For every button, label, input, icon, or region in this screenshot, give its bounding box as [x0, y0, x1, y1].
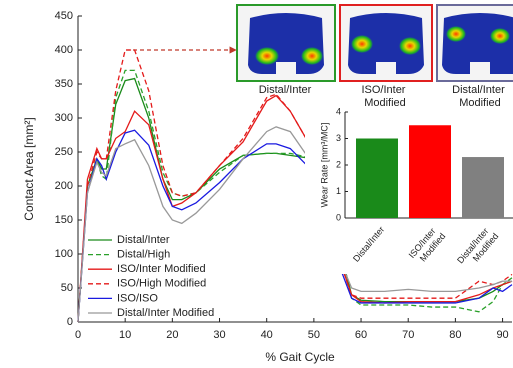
x-axis-label: % Gait Cycle [265, 350, 335, 364]
bar [462, 157, 504, 218]
x-tick-label: 10 [119, 329, 131, 341]
y-tick-label: 300 [55, 112, 73, 124]
y-axis-label: Wear Rate [mm³/MC] [319, 123, 329, 208]
image-label: Distal/Inter [259, 84, 312, 96]
y-tick-label: 150 [55, 214, 73, 226]
bar [409, 125, 451, 218]
x-tick-label: 30 [213, 329, 225, 341]
image-label: ISO/Inter Modified [361, 84, 408, 109]
legend-label: Distal/Inter Modified [117, 307, 214, 319]
y-tick-label: 3 [336, 133, 341, 143]
legend-label: Distal/Inter [117, 234, 170, 246]
legend-label: ISO/Inter Modified [117, 263, 206, 275]
x-tick-label: 0 [75, 329, 81, 341]
y-tick-label: 450 [55, 10, 73, 22]
y-tick-label: 50 [61, 282, 73, 294]
y-tick-label: 250 [55, 146, 73, 158]
x-tick-label: 70 [402, 329, 414, 341]
y-tick-label: 400 [55, 44, 73, 56]
legend-label: ISO/High Modified [117, 278, 206, 290]
x-tick-label: 80 [449, 329, 461, 341]
x-tick-label: 40 [261, 329, 273, 341]
x-tick-label: 20 [166, 329, 178, 341]
legend-label: ISO/ISO [117, 292, 158, 304]
bar [356, 139, 398, 219]
y-tick-label: 0 [67, 316, 73, 328]
x-tick-label: 50 [308, 329, 320, 341]
figure: 0501001502002503003504004500102030405060… [0, 0, 513, 368]
y-tick-label: 2 [336, 159, 341, 169]
y-tick-label: 200 [55, 180, 73, 192]
y-tick-label: 350 [55, 78, 73, 90]
insert-images [237, 5, 513, 81]
y-tick-label: 100 [55, 248, 73, 260]
y-axis-label: Contact Area [mm²] [22, 117, 36, 220]
y-tick-label: 4 [336, 106, 341, 116]
x-tick-label: 60 [355, 329, 367, 341]
y-tick-label: 1 [336, 186, 341, 196]
y-tick-label: 0 [336, 212, 341, 222]
legend-label: Distal/High [117, 249, 170, 261]
x-tick-label: 90 [496, 329, 508, 341]
image-label: Distal/Inter Modified [452, 84, 508, 109]
